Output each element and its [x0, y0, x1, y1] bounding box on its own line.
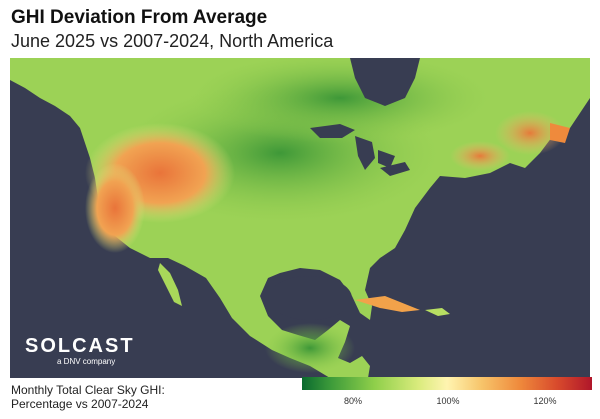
newfoundland [550, 123, 570, 143]
cuba [355, 296, 420, 312]
great-lakes [310, 124, 410, 176]
legend-color-bar [302, 377, 592, 390]
baja-peninsula [158, 263, 182, 306]
ghi-deviation-map [10, 58, 590, 378]
logo-tagline: a DNV company [57, 357, 116, 366]
solcast-logo: SOLCAST a DNV company [25, 335, 135, 366]
hudson-bay [350, 58, 420, 106]
legend-tick-80: 80% [343, 396, 363, 406]
map-subtitle: June 2025 vs 2007-2024, North America [11, 31, 334, 51]
hispaniola [425, 308, 450, 316]
legend-title-line2: Percentage vs 2007-2024 [11, 397, 149, 411]
map-graphic [10, 58, 590, 378]
legend-tick-100: 100% [436, 396, 460, 406]
logo-brand-text: SOLCAST [25, 335, 135, 357]
legend-tick-120: 120% [533, 396, 557, 406]
legend-title: Monthly Total Clear Sky GHI: Percentage … [11, 383, 165, 411]
map-title: GHI Deviation From Average [11, 7, 268, 28]
legend-title-line1: Monthly Total Clear Sky GHI: [11, 383, 165, 397]
